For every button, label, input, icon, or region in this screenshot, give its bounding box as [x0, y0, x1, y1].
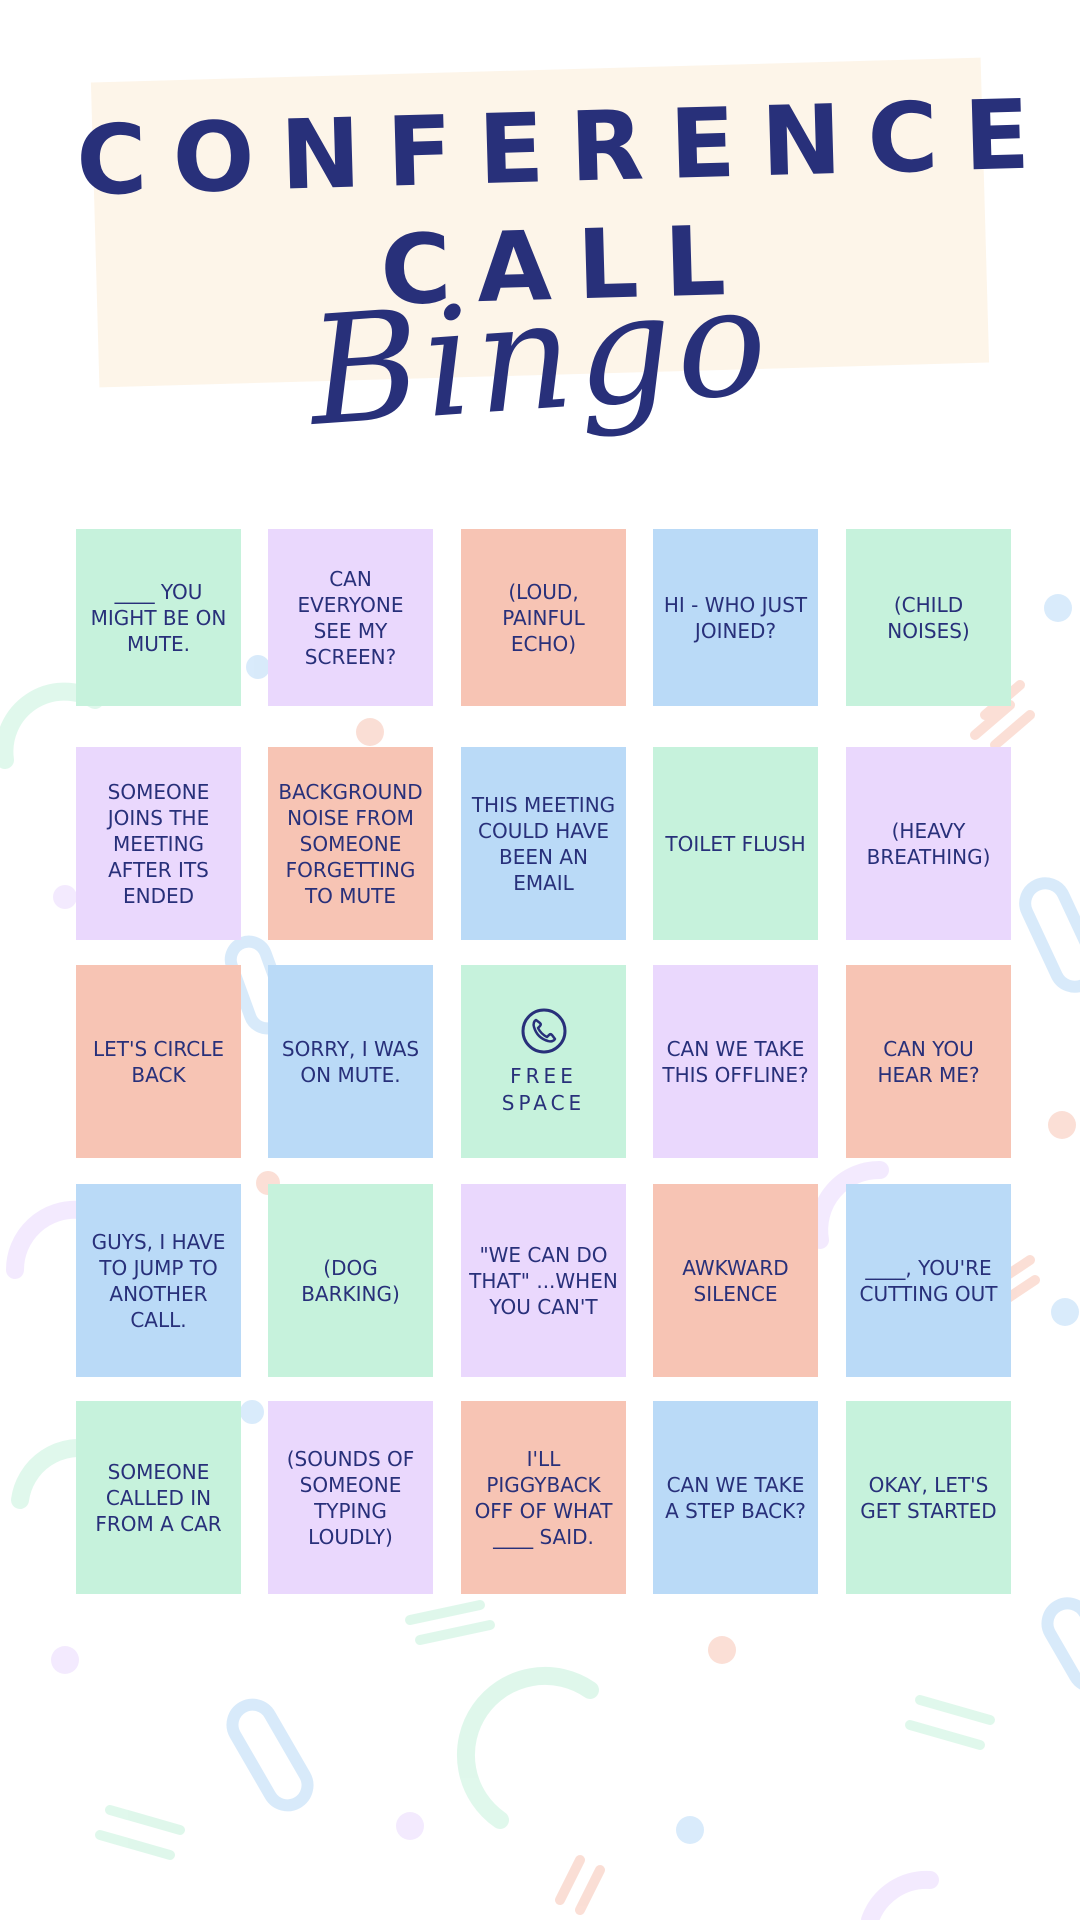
bingo-cell-text: SORRY, I WAS ON MUTE.: [281, 1036, 420, 1087]
bingo-cell-text: BACKGROUND NOISE FROM SOMEONE FORGETTING…: [278, 779, 423, 908]
bingo-cell: AWKWARD SILENCE: [653, 1184, 818, 1377]
bingo-cell: (SOUNDS OF SOMEONE TYPING LOUDLY): [268, 1401, 433, 1594]
bingo-cell-text: SOMEONE CALLED IN FROM A CAR: [95, 1459, 222, 1536]
bingo-cell: ____ YOU MIGHT BE ON MUTE.: [76, 529, 241, 706]
bingo-cell: CAN WE TAKE A STEP BACK?: [653, 1401, 818, 1594]
bingo-cell-text: "WE CAN DO THAT" ...WHEN YOU CAN'T: [469, 1242, 618, 1319]
bingo-cell-text: GUYS, I HAVE TO JUMP TO ANOTHER CALL.: [91, 1229, 226, 1332]
bingo-cell-text: ____, YOU'RE CUTTING OUT: [859, 1255, 998, 1306]
bingo-cell: OKAY, LET'S GET STARTED: [846, 1401, 1011, 1594]
bingo-cell: CAN YOU HEAR ME?: [846, 965, 1011, 1158]
bingo-cell: CAN EVERYONE SEE MY SCREEN?: [268, 529, 433, 706]
bingo-cell-text: HI - WHO JUST JOINED?: [663, 592, 808, 643]
bingo-cell-free-space: FREE SPACE: [461, 965, 626, 1158]
bingo-cell: "WE CAN DO THAT" ...WHEN YOU CAN'T: [461, 1184, 626, 1377]
bingo-cell: TOILET FLUSH: [653, 747, 818, 940]
bingo-cell-text: CAN WE TAKE A STEP BACK?: [665, 1472, 806, 1523]
bingo-cell-text: OKAY, LET'S GET STARTED: [860, 1472, 997, 1523]
bingo-cell-text: THIS MEETING COULD HAVE BEEN AN EMAIL: [471, 792, 616, 895]
bingo-cell: (CHILD NOISES): [846, 529, 1011, 706]
bingo-cell-text: AWKWARD SILENCE: [682, 1255, 789, 1306]
bingo-cell: LET'S CIRCLE BACK: [76, 965, 241, 1158]
bingo-cell: SOMEONE JOINS THE MEETING AFTER ITS ENDE…: [76, 747, 241, 940]
bingo-cell-text: ____ YOU MIGHT BE ON MUTE.: [90, 579, 227, 656]
bingo-cell-text: (HEAVY BREATHING): [866, 818, 991, 869]
bingo-cell: (HEAVY BREATHING): [846, 747, 1011, 940]
bingo-cell: (DOG BARKING): [268, 1184, 433, 1377]
bingo-cell: SOMEONE CALLED IN FROM A CAR: [76, 1401, 241, 1594]
bingo-cell: BACKGROUND NOISE FROM SOMEONE FORGETTING…: [268, 747, 433, 940]
bingo-cell-text: (SOUNDS OF SOMEONE TYPING LOUDLY): [286, 1446, 415, 1549]
bingo-cell-text: SOMEONE JOINS THE MEETING AFTER ITS ENDE…: [107, 779, 210, 908]
bingo-cell: SORRY, I WAS ON MUTE.: [268, 965, 433, 1158]
bingo-cell: HI - WHO JUST JOINED?: [653, 529, 818, 706]
bingo-cell-text: I'LL PIGGYBACK OFF OF WHAT ____ SAID.: [474, 1446, 613, 1549]
bingo-cell: I'LL PIGGYBACK OFF OF WHAT ____ SAID.: [461, 1401, 626, 1594]
bingo-cell: GUYS, I HAVE TO JUMP TO ANOTHER CALL.: [76, 1184, 241, 1377]
bingo-cell-text: CAN EVERYONE SEE MY SCREEN?: [297, 566, 404, 669]
bingo-cell-text: LET'S CIRCLE BACK: [92, 1036, 225, 1087]
bingo-cell-text: (CHILD NOISES): [887, 592, 970, 643]
phone-icon: [521, 1008, 566, 1053]
bingo-cell-text: CAN YOU HEAR ME?: [877, 1036, 980, 1087]
bingo-cell: (LOUD, PAINFUL ECHO): [461, 529, 626, 706]
bingo-cell-text: TOILET FLUSH: [665, 831, 806, 856]
bingo-cell: ____, YOU'RE CUTTING OUT: [846, 1184, 1011, 1377]
bingo-cell-text: CAN WE TAKE THIS OFFLINE?: [662, 1036, 809, 1087]
bingo-cell-text: (DOG BARKING): [301, 1255, 400, 1306]
bingo-cell: THIS MEETING COULD HAVE BEEN AN EMAIL: [461, 747, 626, 940]
free-space-label: FREE SPACE: [501, 1063, 586, 1115]
bingo-cell-text: (LOUD, PAINFUL ECHO): [502, 579, 585, 656]
bingo-cell: CAN WE TAKE THIS OFFLINE?: [653, 965, 818, 1158]
